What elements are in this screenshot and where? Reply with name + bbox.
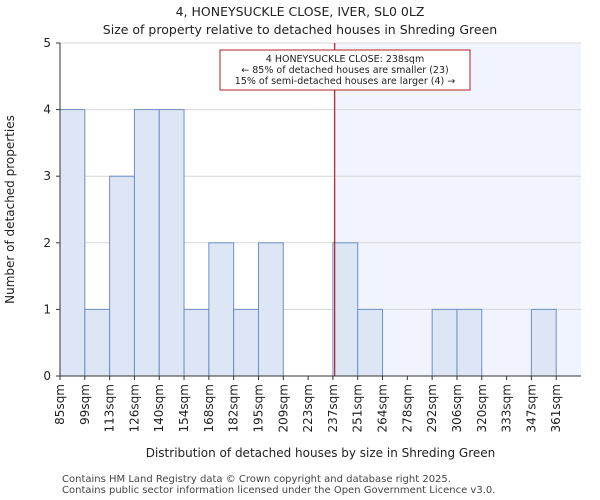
x-tick-label: 251sqm bbox=[351, 384, 365, 432]
bar-99sqm bbox=[84, 308, 111, 377]
y-tick-labels: 0 1 2 3 4 5 bbox=[43, 36, 60, 383]
y-tick-label: 1 bbox=[43, 302, 51, 316]
annotation-frame bbox=[219, 49, 471, 91]
annotation-line3: 15% of semi-detached houses are larger (… bbox=[235, 76, 455, 87]
bar-85sqm bbox=[59, 109, 86, 377]
axes bbox=[59, 43, 581, 377]
x-tick-label: 140sqm bbox=[152, 384, 166, 432]
bar-140sqm bbox=[158, 109, 185, 377]
bar-251sqm bbox=[357, 308, 384, 377]
y-axis-label: Number of detached properties bbox=[3, 115, 17, 304]
bar-237sqm bbox=[332, 242, 359, 377]
bar-168sqm bbox=[208, 242, 235, 377]
bar-154sqm bbox=[183, 308, 210, 377]
x-tick-label: 320sqm bbox=[475, 384, 489, 432]
bar-126sqm bbox=[133, 109, 160, 377]
x-tick-label: 278sqm bbox=[400, 384, 414, 432]
x-tick-label: 292sqm bbox=[425, 384, 439, 432]
x-tick-labels: 85sqm 99sqm 113sqm 126sqm 140sqm 154sqm 168sqm… bbox=[53, 376, 563, 432]
annotation-box: 4 HONEYSUCKLE CLOSE: 238sqm ← 85% of det… bbox=[219, 49, 471, 91]
footer-line1: Contains HM Land Registry data © Crown c… bbox=[62, 474, 451, 485]
x-tick-label: 168sqm bbox=[202, 384, 216, 432]
x-tick-label: 209sqm bbox=[276, 384, 290, 432]
x-tick-label: 333sqm bbox=[500, 384, 514, 432]
annotation-line1: 4 HONEYSUCKLE CLOSE: 238sqm bbox=[266, 54, 424, 65]
y-tick-label: 5 bbox=[43, 36, 51, 50]
x-tick-label: 347sqm bbox=[524, 384, 538, 432]
histogram-chart: 0 1 2 3 4 5 85sqm 99sqm 113sqm 126sqm 140sqm 154sq… bbox=[3, 36, 581, 460]
bar-306sqm bbox=[456, 308, 483, 377]
annotation-line2: ← 85% of detached houses are smaller (23… bbox=[241, 65, 448, 76]
x-tick-label: 85sqm bbox=[53, 384, 67, 425]
x-tick-label: 264sqm bbox=[376, 384, 390, 432]
y-tick-label: 0 bbox=[43, 369, 51, 383]
x-tick-label: 182sqm bbox=[227, 384, 241, 432]
chart-title-line2: Size of property relative to detached ho… bbox=[102, 22, 498, 37]
bar-113sqm bbox=[109, 175, 135, 377]
bar-195sqm bbox=[257, 242, 284, 377]
x-tick-label: 223sqm bbox=[301, 384, 315, 432]
x-axis-label: Distribution of detached houses by size … bbox=[146, 446, 496, 460]
bars bbox=[59, 109, 557, 377]
x-tick-label: 154sqm bbox=[177, 384, 191, 432]
x-tick-label: 306sqm bbox=[450, 384, 464, 432]
x-tick-label: 99sqm bbox=[78, 384, 92, 425]
y-tick-label: 3 bbox=[43, 169, 51, 183]
bar-347sqm bbox=[530, 308, 557, 377]
chart-title-line1: 4, HONEYSUCKLE CLOSE, IVER, SL0 0LZ bbox=[175, 4, 425, 19]
y-tick-label: 4 bbox=[43, 103, 51, 117]
x-tick-label: 126sqm bbox=[127, 384, 141, 432]
x-tick-label: 361sqm bbox=[549, 384, 563, 432]
bar-182sqm bbox=[233, 308, 259, 377]
footer-line2: Contains public sector information licen… bbox=[62, 485, 496, 496]
x-tick-label: 113sqm bbox=[103, 384, 117, 432]
bar-292sqm bbox=[431, 308, 458, 377]
x-tick-label: 195sqm bbox=[251, 384, 265, 432]
x-tick-label: 237sqm bbox=[326, 384, 340, 432]
y-tick-label: 2 bbox=[43, 236, 51, 250]
